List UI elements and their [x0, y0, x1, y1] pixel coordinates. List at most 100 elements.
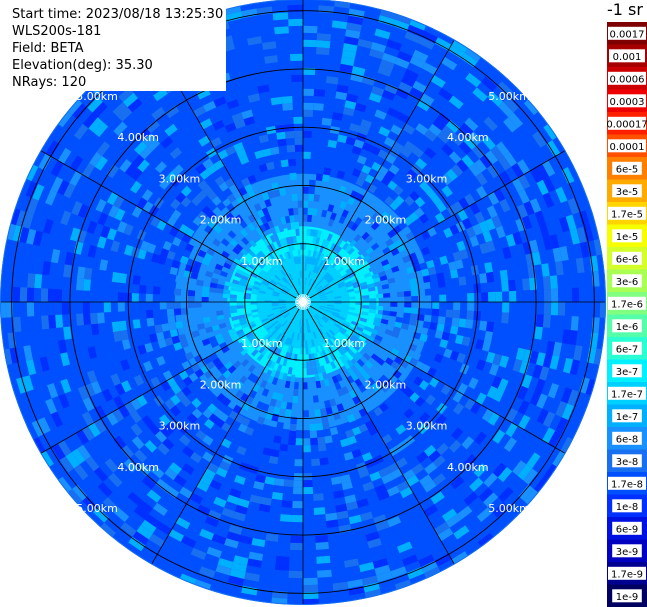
field-cell [424, 147, 437, 160]
field-cell [295, 438, 303, 446]
field-cell [313, 507, 326, 515]
field-cell [399, 486, 414, 499]
field-cell [171, 259, 180, 269]
field-cell [175, 192, 187, 203]
field-cell [357, 248, 366, 256]
field-cell [348, 514, 362, 525]
field-cell [258, 250, 266, 258]
field-cell [542, 314, 551, 328]
field-cell [451, 38, 469, 53]
azimuth-spoke [151, 301, 304, 565]
field-cell [319, 343, 325, 351]
field-cell [318, 290, 326, 295]
field-cell [77, 385, 89, 401]
field-cell [483, 492, 499, 508]
field-cell [97, 482, 113, 498]
field-cell [273, 233, 280, 242]
field-cell [573, 243, 583, 259]
field-cell [539, 366, 550, 381]
field-cell [560, 436, 574, 455]
field-cell [144, 514, 161, 528]
field-cell [289, 338, 293, 346]
field-cell [434, 553, 452, 567]
field-cell [66, 98, 83, 115]
field-cell [323, 378, 330, 387]
field-cell [565, 214, 577, 231]
field-cell [47, 123, 63, 141]
field-cell [424, 444, 437, 457]
field-cell [132, 531, 149, 546]
field-cell [173, 288, 182, 296]
field-cell [137, 249, 147, 260]
field-cell [57, 147, 72, 164]
field-cell [342, 43, 358, 53]
field-cell [94, 246, 104, 260]
field-cell [234, 380, 244, 390]
field-cell [450, 269, 459, 279]
field-cell [253, 481, 265, 491]
field-cell [363, 272, 372, 279]
field-cell [83, 324, 93, 337]
field-cell [515, 279, 523, 291]
field-cell [303, 480, 313, 488]
field-cell [374, 334, 383, 342]
field-cell [96, 141, 111, 157]
field-cell [419, 439, 432, 452]
field-cell [388, 403, 399, 414]
field-cell [231, 368, 240, 378]
field-cell [432, 302, 440, 310]
field-cell [374, 28, 391, 40]
field-cell [555, 186, 568, 203]
field-cell [402, 226, 412, 236]
field-cell [409, 278, 417, 285]
field-cell [451, 317, 460, 327]
field-cell [322, 282, 329, 288]
field-cell [216, 310, 224, 316]
field-cell [453, 525, 470, 540]
field-cell [348, 8, 365, 19]
field-cell [313, 500, 325, 508]
field-cell [319, 307, 327, 311]
field-cell [241, 323, 249, 329]
field-cell [316, 33, 332, 42]
field-cell [223, 313, 232, 319]
field-cell [347, 196, 356, 206]
field-cell [357, 38, 373, 49]
field-cell [325, 310, 333, 315]
field-cell [384, 215, 394, 225]
field-cell [413, 376, 424, 387]
field-cell [312, 360, 317, 368]
field-cell [301, 333, 303, 341]
field-cell [253, 392, 262, 401]
field-cell [164, 398, 176, 410]
field-cell [279, 254, 285, 262]
field-cell [262, 148, 272, 157]
field-cell [284, 313, 290, 319]
field-cell [409, 18, 427, 31]
field-cell [341, 209, 349, 218]
field-cell [306, 325, 310, 334]
field-cell [66, 489, 83, 506]
field-cell [270, 369, 277, 378]
field-cell [436, 323, 445, 332]
field-cell [218, 322, 227, 329]
field-cell [231, 435, 242, 446]
field-cell [340, 346, 348, 354]
field-cell [499, 355, 509, 368]
field-cell [360, 119, 372, 129]
field-cell [233, 555, 249, 566]
field-cell [225, 212, 235, 222]
field-cell [359, 317, 368, 323]
field-cell [303, 214, 308, 222]
field-cell [206, 361, 216, 370]
field-cell [377, 149, 389, 160]
field-cell [249, 336, 257, 344]
field-cell [458, 406, 471, 420]
field-cell [273, 189, 281, 198]
field-cell [117, 107, 133, 122]
field-cell [283, 387, 290, 396]
field-cell [222, 369, 232, 379]
field-cell [579, 377, 590, 394]
field-cell [259, 27, 275, 37]
field-cell [299, 270, 302, 278]
